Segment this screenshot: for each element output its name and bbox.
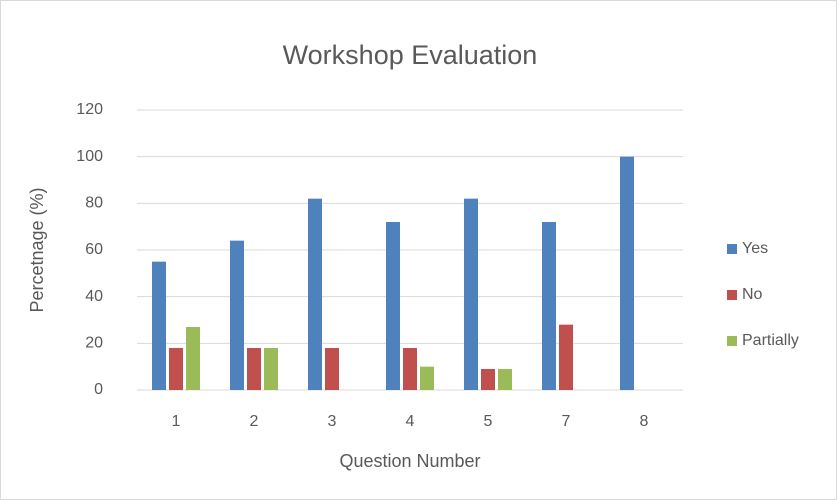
bar: [169, 348, 183, 390]
bar: [498, 369, 512, 390]
legend-label: Yes: [742, 240, 768, 257]
bar: [264, 348, 278, 390]
x-tick-label: 7: [562, 413, 571, 430]
x-tick-label: 3: [328, 413, 337, 430]
x-tick-label: 8: [640, 413, 649, 430]
chart-title: Workshop Evaluation: [283, 40, 538, 70]
y-axis-title: Percetnage (%): [27, 187, 47, 312]
bar: [386, 222, 400, 390]
y-tick-label: 80: [85, 195, 103, 212]
y-tick-label: 40: [85, 288, 103, 305]
bar: [152, 261, 166, 390]
bar: [420, 366, 434, 390]
x-tick-label: 2: [250, 413, 259, 430]
bar: [403, 348, 417, 390]
bar: [247, 348, 261, 390]
y-tick-label: 0: [94, 381, 103, 398]
bar: [542, 222, 556, 390]
x-tick-label: 5: [484, 413, 493, 430]
bar: [308, 198, 322, 390]
legend-label: No: [742, 286, 763, 303]
legend-label: Partially: [742, 332, 799, 349]
legend-swatch: [727, 336, 737, 346]
bar: [481, 369, 495, 390]
bar: [559, 324, 573, 390]
legend-swatch: [727, 290, 737, 300]
x-tick-label: 4: [406, 413, 415, 430]
y-tick-label: 100: [76, 148, 103, 165]
bar: [620, 156, 634, 390]
x-axis-title: Question Number: [339, 451, 480, 471]
bar: [325, 348, 339, 390]
y-tick-label: 20: [85, 335, 103, 352]
bar: [464, 198, 478, 390]
bar: [186, 327, 200, 390]
y-tick-label: 120: [76, 101, 103, 118]
y-tick-label: 60: [85, 241, 103, 258]
legend-swatch: [727, 244, 737, 254]
x-tick-label: 1: [172, 413, 181, 430]
bar: [230, 240, 244, 390]
